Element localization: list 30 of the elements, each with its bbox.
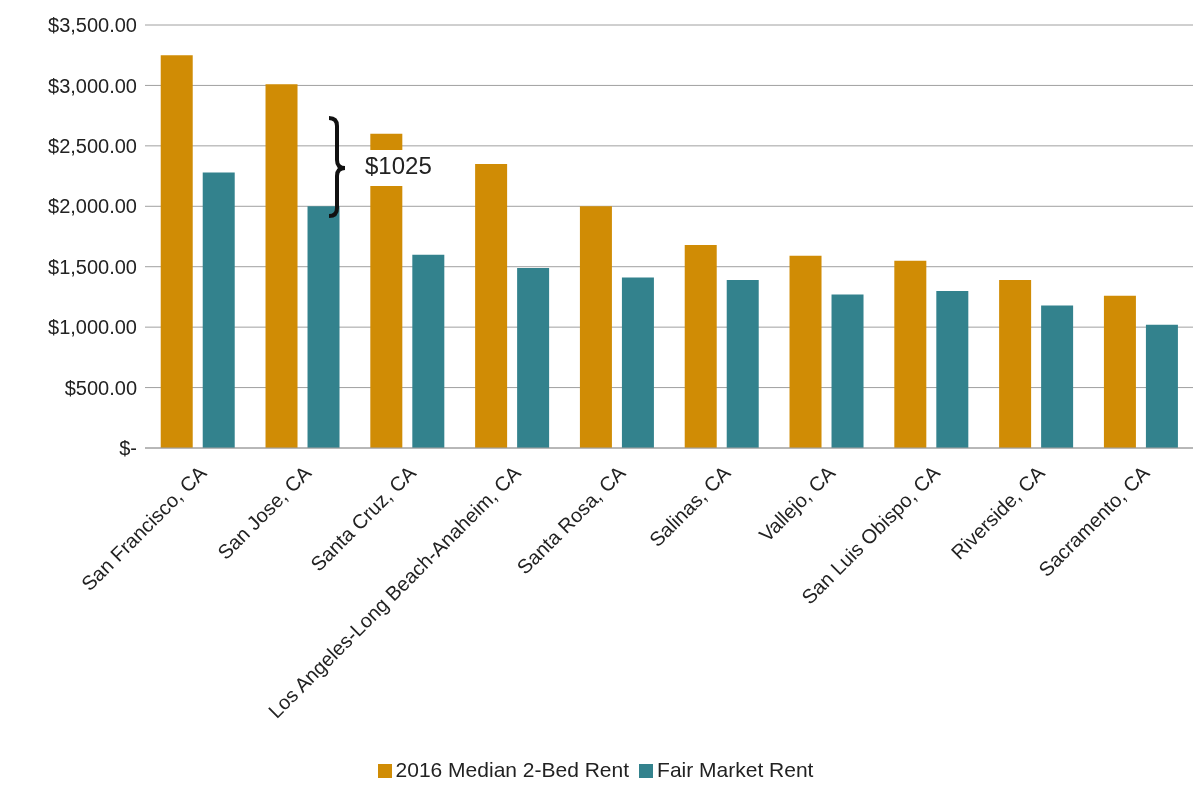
bar bbox=[202, 172, 235, 448]
bar bbox=[894, 260, 927, 448]
y-tick-label: $- bbox=[119, 437, 137, 460]
bar bbox=[789, 255, 822, 448]
bar bbox=[307, 206, 340, 448]
bar bbox=[831, 294, 864, 448]
y-tick-label: $2,500.00 bbox=[48, 134, 137, 157]
bar bbox=[412, 254, 445, 448]
bar bbox=[579, 206, 612, 448]
bar bbox=[475, 163, 508, 448]
y-tick-label: $1,500.00 bbox=[48, 255, 137, 278]
y-tick-label: $3,000.00 bbox=[48, 74, 137, 97]
bar bbox=[936, 290, 969, 448]
bar bbox=[1145, 324, 1178, 448]
bar bbox=[1103, 295, 1136, 448]
bar bbox=[999, 280, 1032, 448]
bar bbox=[684, 244, 717, 448]
bar bbox=[265, 84, 298, 448]
bar bbox=[160, 55, 193, 448]
y-tick-label: $500.00 bbox=[64, 376, 137, 399]
annotation: $1025 bbox=[365, 152, 432, 180]
bar bbox=[726, 280, 759, 448]
legend-label: 2016 Median 2-Bed Rent bbox=[395, 758, 630, 781]
bar bbox=[517, 267, 550, 448]
y-tick-label: $2,000.00 bbox=[48, 195, 137, 218]
y-tick-label: $3,500.00 bbox=[48, 14, 137, 37]
legend-label: Fair Market Rent bbox=[657, 758, 814, 781]
bar bbox=[1041, 305, 1074, 448]
bar bbox=[621, 277, 654, 448]
y-tick-label: $1,000.00 bbox=[48, 316, 137, 339]
